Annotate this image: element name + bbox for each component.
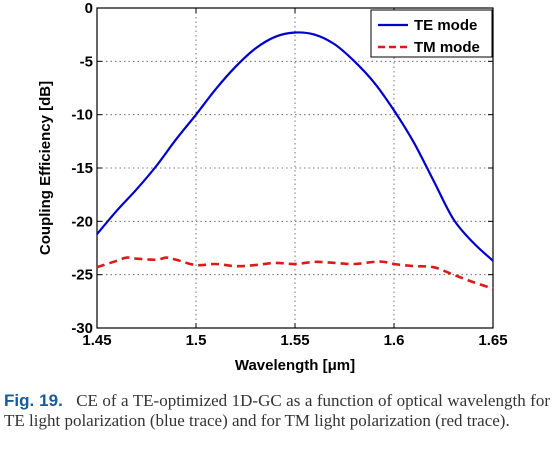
figure-caption: Fig. 19. CE of a TE-optimized 1D-GC as a… bbox=[4, 391, 550, 431]
legend-label-tm-mode: TM mode bbox=[414, 39, 480, 56]
legend: TE mode TM mode bbox=[371, 10, 492, 57]
caption-label: Fig. 19. bbox=[4, 391, 63, 410]
x-tick-label: 1.5 bbox=[186, 332, 207, 349]
y-tick-label: -20 bbox=[71, 213, 93, 230]
y-tick-label: -30 bbox=[71, 320, 93, 337]
x-tick-labels: 1.45 1.5 1.55 1.6 1.65 bbox=[82, 332, 507, 349]
y-tick-label: -5 bbox=[80, 53, 93, 70]
y-tick-label: -10 bbox=[71, 107, 93, 124]
y-axis-title: Coupling Efficiency [dB] bbox=[37, 81, 54, 255]
series-lines bbox=[97, 32, 493, 288]
y-tick-label: -25 bbox=[71, 267, 93, 284]
x-tick-label: 1.55 bbox=[280, 332, 309, 349]
y-tick-labels: 0 -5 -10 -15 -20 -25 -30 bbox=[71, 0, 93, 337]
chart: 1.45 1.5 1.55 1.6 1.65 0-5-10-15-20-25-30 Wa… bbox=[0, 0, 554, 390]
x-axis-title: Wavelength [μm] bbox=[235, 357, 355, 374]
caption-text: CE of a TE-optimized 1D-GC as a function… bbox=[4, 391, 550, 430]
y-tick-label: -15 bbox=[71, 160, 93, 177]
legend-label-te-mode: TE mode bbox=[414, 17, 477, 34]
x-tick-label: 1.65 bbox=[478, 332, 507, 349]
y-tick-label: 0 bbox=[85, 0, 93, 17]
x-tick-label: 1.6 bbox=[384, 332, 405, 349]
